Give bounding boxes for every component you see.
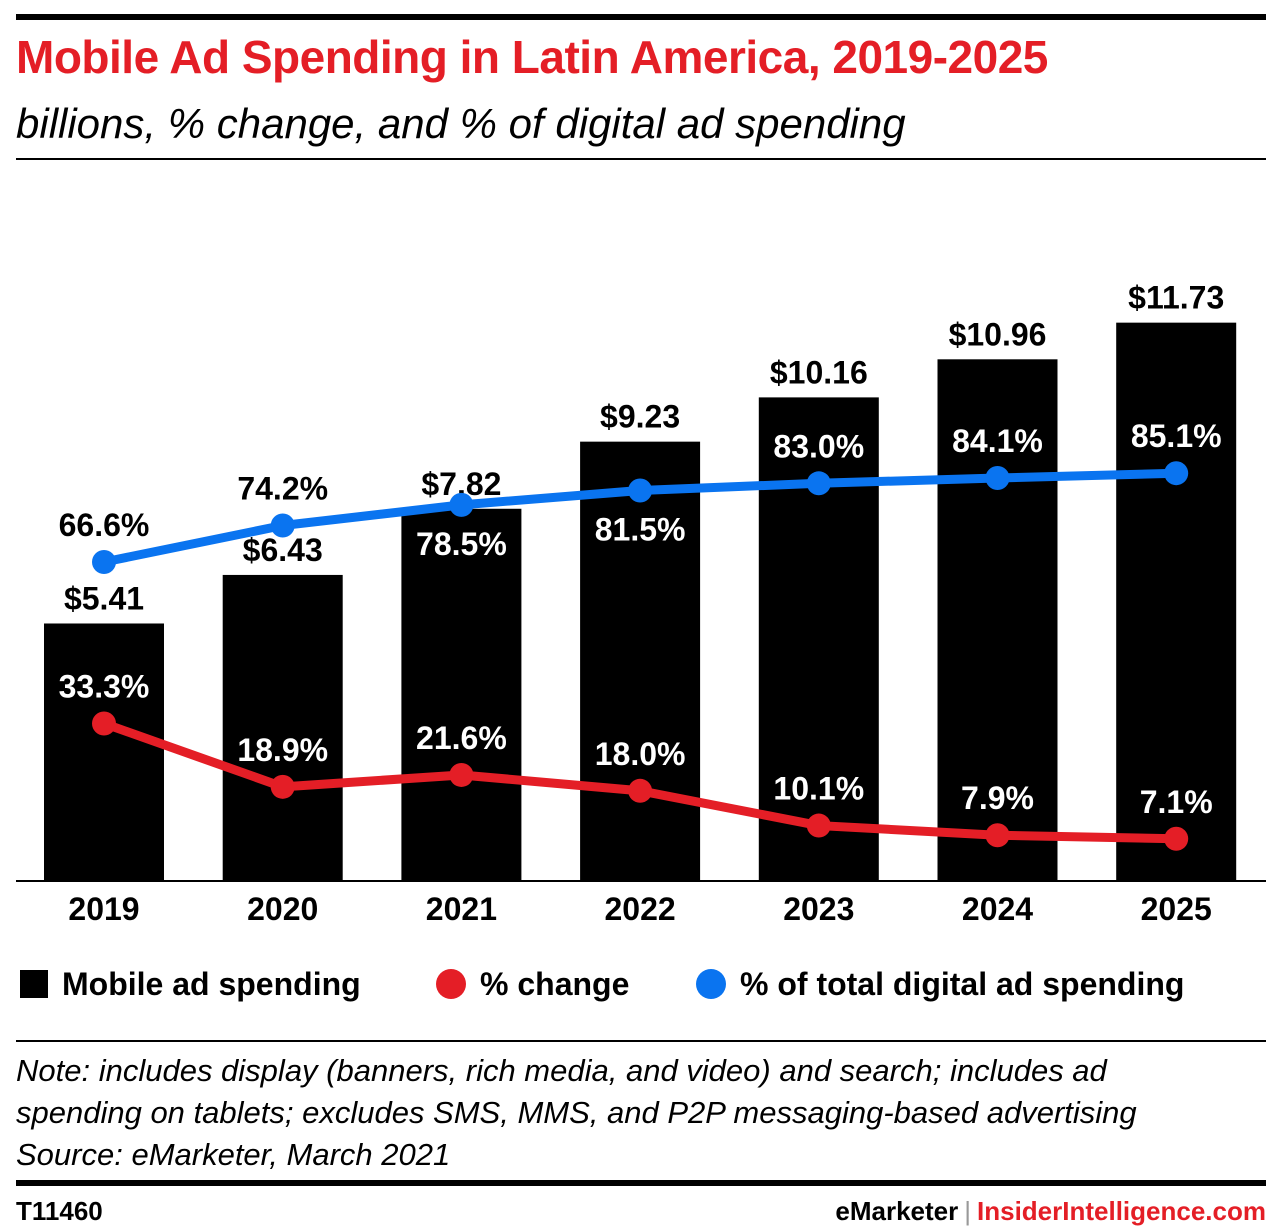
legend-label: % of total digital ad spending [740,965,1185,1002]
bar [222,574,343,881]
notes-divider [16,1040,1266,1042]
legend-label: Mobile ad spending [62,965,361,1002]
share-label: 85.1% [1131,418,1222,454]
share-point [1164,461,1189,486]
share-point [92,550,116,574]
change-point [449,762,474,787]
legend-item-percent-of-digital: % of total digital ad spending [696,962,1184,1006]
x-tick-label: 2020 [247,891,318,927]
share-label: 78.5% [416,526,507,562]
source-line: Source: eMarketer, March 2021 [16,1137,451,1172]
change-label: 7.9% [961,780,1034,816]
chart-subtitle: billions, % change, and % of digital ad … [16,100,906,147]
note-line: Note: includes display (banners, rich me… [16,1053,1107,1088]
footer-brand: eMarketer | InsiderIntelligence.com [835,1196,1266,1227]
change-point [270,774,295,799]
note-line: spending on tablets; excludes SMS, MMS, … [16,1095,1137,1130]
share-point [449,492,474,517]
share-label: 74.2% [237,471,328,507]
bar [937,359,1058,882]
bar [401,508,522,881]
share-label: 81.5% [595,511,686,547]
chart-title: Mobile Ad Spending in Latin America, 201… [16,31,1048,83]
brand-site: InsiderIntelligence.com [977,1196,1266,1226]
legend-label: % change [480,965,630,1002]
change-label: 18.9% [237,732,328,768]
legend: Mobile ad spending % change % of total d… [16,962,1266,1006]
share-point [270,513,295,538]
x-tick-label: 2022 [605,891,676,927]
change-point [1164,826,1189,851]
legend-item-mobile-ad-spending: Mobile ad spending [20,962,361,1006]
change-label: 18.0% [595,736,686,772]
bar-value-label: $5.41 [64,580,144,616]
x-tick-label: 2025 [1141,891,1212,927]
chart-area: 2019 2020 2021 2022 2023 2024 2025$5.41$6.43$7… [16,280,1266,927]
chart-id: T11460 [16,1196,103,1226]
bar [580,441,701,881]
bar [758,397,879,881]
share-point [985,466,1010,490]
share-label: 83.0% [773,428,864,464]
legend-swatch-black-square [20,970,48,998]
title-divider [16,158,1266,160]
change-point [985,823,1010,848]
x-tick-label: 2021 [426,891,497,927]
change-point [628,778,653,803]
top-rule [16,14,1266,20]
brand-name: eMarketer [835,1196,959,1226]
change-point [92,711,116,736]
bar-value-label: $6.43 [243,532,323,568]
bar [1116,322,1237,882]
x-tick-label: 2024 [962,891,1033,927]
x-tick-label: 2019 [68,891,139,927]
legend-swatch-red-dot [436,969,466,999]
bar-value-label: $10.16 [770,354,868,390]
bar [44,623,164,881]
bar-value-label: $10.96 [949,316,1047,352]
change-label: 7.1% [1140,784,1213,820]
share-point [628,478,653,503]
change-label: 33.3% [59,668,150,704]
notes: Note: includes display (banners, rich me… [16,1050,1266,1176]
share-label: 84.1% [952,423,1043,459]
change-label: 21.6% [416,720,507,756]
x-tick-label: 2023 [783,891,854,927]
brand-separator: | [964,1196,972,1226]
bar-value-label: $9.23 [600,399,680,435]
share-point [806,471,831,496]
change-point [806,813,831,838]
change-label: 10.1% [773,771,864,807]
bar-value-label: $11.73 [1128,280,1224,316]
bottom-rule [16,1180,1266,1186]
legend-item-percent-change: % change [436,962,629,1006]
share-label: 66.6% [59,507,150,543]
legend-swatch-blue-dot [696,969,726,999]
